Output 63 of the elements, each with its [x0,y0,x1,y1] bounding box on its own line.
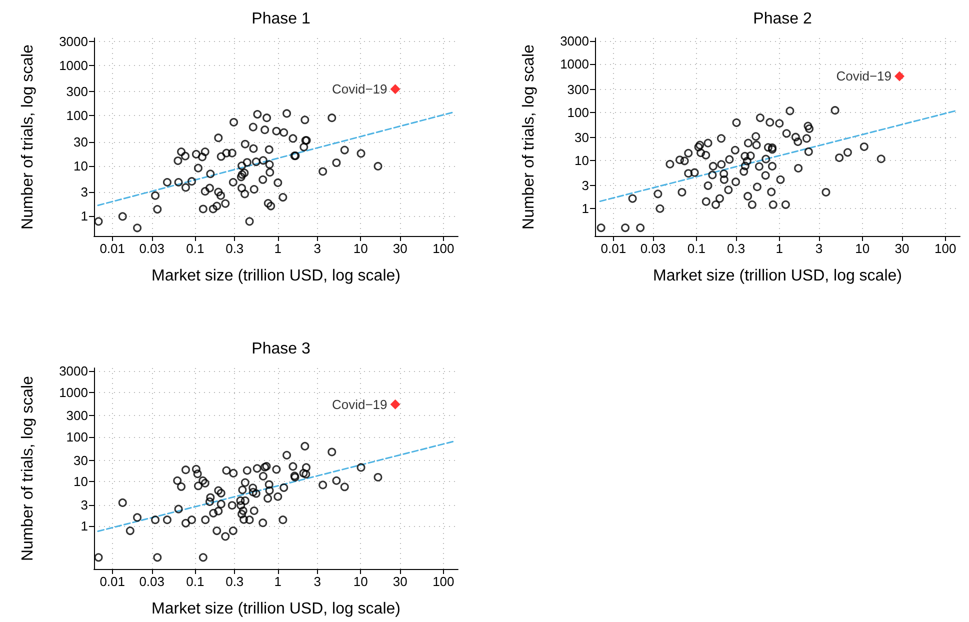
x-axis-title: Market size (trillion USD, log scale) [152,268,400,284]
y-tick-label: 3000 [59,34,88,49]
y-tick-label: 10 [574,152,589,168]
x-tick-label: 0.03 [139,241,165,256]
x-tick-label: 0.3 [226,574,244,589]
x-tick-label: 0.3 [226,241,244,256]
y-tick-label: 1000 [560,56,589,72]
y-tick-label: 3 [582,178,589,194]
y-tick-label: 30 [74,134,88,150]
x-tick-label: 0.01 [600,241,626,256]
y-tick-label: 300 [66,408,88,424]
y-tick-label: 300 [567,82,589,97]
series-label: Covid−19 [836,68,892,84]
y-tick-label: 1000 [59,58,88,73]
x-tick-label: 3 [815,241,823,256]
x-tick-label: 0.1 [186,241,204,256]
x-tick-label: 0.1 [687,241,706,256]
y-tick-label: 100 [567,104,589,120]
x-tick-label: 0.03 [139,574,165,589]
x-tick-label: 100 [934,241,956,256]
x-axis-title: Market size (trillion USD, log scale) [152,600,400,618]
y-tick-label: 100 [66,429,88,444]
chart-title: Phase 1 [252,10,310,28]
series-label: Covid−19 [332,396,388,412]
x-tick-label: 0.3 [726,241,746,256]
x-tick-label: 1 [776,241,784,256]
x-tick-label: 0.1 [186,574,204,589]
x-tick-label: 10 [855,241,870,256]
y-axis-title: Number of trials, log scale [520,44,538,230]
y-tick-label: 3 [80,497,88,512]
x-tick-label: 1 [274,574,282,589]
y-tick-label: 300 [66,84,88,100]
series-label: Covid−19 [332,82,388,97]
x-tick-label: 0.01 [100,241,126,256]
y-tick-label: 1 [80,208,88,224]
x-tick-label: 0.01 [100,574,126,589]
chart-title: Phase 2 [753,10,812,28]
y-tick-label: 100 [66,108,88,124]
y-tick-label: 1000 [59,384,88,400]
y-tick-label: 10 [74,158,88,174]
y-tick-label: 10 [74,474,88,490]
x-tick-label: 30 [392,241,408,256]
x-tick-label: 100 [432,574,454,589]
chart-title: Phase 3 [252,340,310,358]
y-tick-label: 30 [574,130,589,146]
x-axis-title: Market size (trillion USD, log scale) [653,268,902,284]
x-tick-label: 3 [314,241,321,256]
x-tick-label: 10 [353,241,368,256]
x-tick-label: 3 [314,574,321,589]
y-tick-label: 3000 [560,34,589,49]
y-axis-title: Number of trials, log scale [20,44,36,230]
y-tick-label: 3000 [59,363,88,378]
x-tick-label: 30 [894,241,910,256]
x-tick-label: 1 [274,241,282,256]
y-tick-label: 30 [74,452,88,468]
x-tick-label: 100 [432,241,454,256]
x-tick-label: 0.03 [640,241,666,256]
y-tick-label: 1 [80,518,88,534]
x-tick-label: 10 [353,574,368,589]
y-tick-label: 1 [582,201,589,216]
y-tick-label: 3 [80,184,88,200]
x-tick-label: 30 [392,574,408,589]
y-axis-title: Number of trials, log scale [20,376,36,561]
